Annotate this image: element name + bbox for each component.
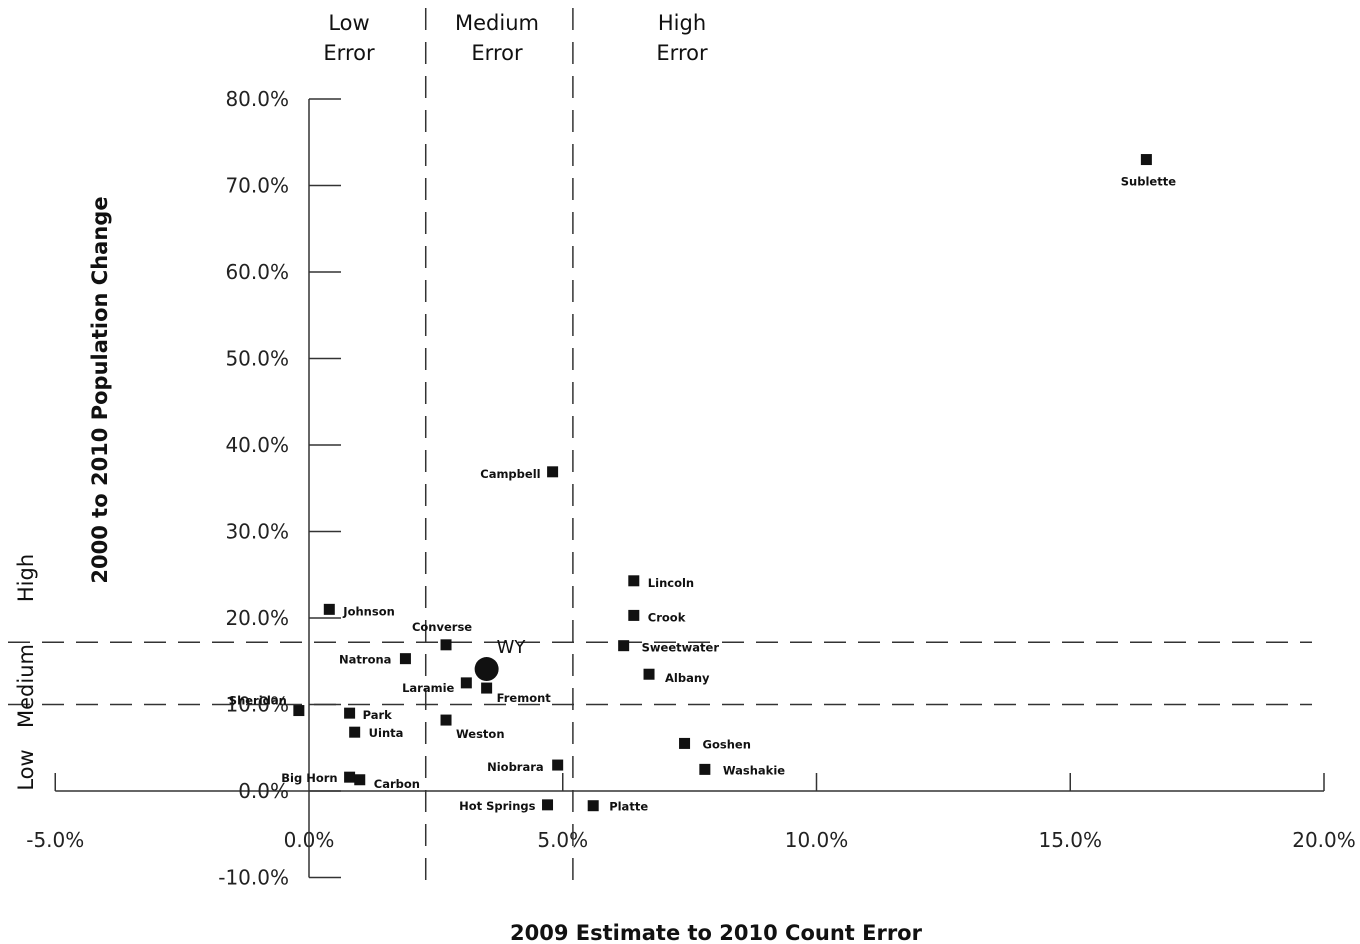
change-zone-label: Medium [14,644,38,728]
data-point-marker [547,466,559,478]
data-point-label: Carbon [374,777,420,791]
data-point-label: Park [363,708,393,722]
x-tick-label: -5.0% [26,828,84,852]
data-point-marker [354,774,366,786]
data-point-label: Lincoln [648,576,694,590]
x-tick-label: 15.0% [1038,828,1102,852]
data-point-marker [344,771,356,783]
x-tick-label: 5.0% [537,828,588,852]
data-point-marker [323,603,335,615]
data-point-label: Albany [665,671,710,685]
data-point-marker [460,677,472,689]
y-tick-label: 40.0% [225,433,289,457]
data-point-marker [399,653,411,665]
data-point-label: Weston [456,727,505,741]
y-tick-label: 60.0% [225,260,289,284]
data-point-marker [587,800,599,812]
x-tick-label: 10.0% [785,828,849,852]
data-point-label: Sublette [1121,175,1176,189]
axes: -5.0% 0.0% 5.0% 10.0% 15.0% 20.0%-10.0%0.0%10… [26,87,1356,890]
error-zone-label: Error [471,41,523,65]
error-zone-label: Low [328,11,369,35]
data-point-label: Fremont [497,691,552,705]
data-point-label: Washakie [723,763,785,777]
data-point-label: Campbell [480,467,540,481]
data-point-marker [344,707,356,719]
data-points: Sublette Campbell Lincoln Crook Johnson Sweet… [229,154,1176,814]
y-axis-title: 2000 to 2010 Population Change [88,196,112,583]
x-tick-label: 20.0% [1292,828,1356,852]
y-tick-label: 20.0% [225,606,289,630]
y-tick-label: 50.0% [225,347,289,371]
y-tick-label: 30.0% [225,520,289,544]
data-point-marker [628,575,640,587]
data-point-label: Johnson [342,604,395,618]
data-point-marker [643,668,655,680]
data-point-label: Sweetwater [642,641,720,655]
data-point-label: Sheridan [229,694,287,708]
error-zone-label: Error [656,41,708,65]
y-tick-label: -10.0% [218,866,289,890]
data-point-marker [349,726,361,738]
data-point-label: Goshen [703,737,751,751]
data-point-label: Natrona [339,653,391,667]
data-point-marker [293,705,305,717]
data-point-label: Niobrara [487,760,544,774]
data-point-marker [440,639,452,651]
data-point-label: Laramie [402,681,454,695]
x-axis-title: 2009 Estimate to 2010 Count Error [510,921,923,944]
change-zone-label: High [14,554,38,602]
data-point-marker [440,714,452,726]
data-point-marker [552,759,564,771]
data-point-marker [481,682,493,694]
y-tick-label: 70.0% [225,174,289,198]
y-tick-label: 80.0% [225,87,289,111]
state-point-label: WY [497,637,527,658]
error-zone-label: Error [323,41,375,65]
data-point-label: Big Horn [281,771,337,785]
error-zone-label: Medium [455,11,539,35]
data-point-label: Converse [412,620,472,634]
change-zone-label: Low [14,749,38,790]
data-point-marker [1140,154,1152,166]
error-zone-label: High [658,11,706,35]
error-zone-lines: Low Error Medium Error High Error High Medium Lo… [8,8,1312,880]
data-point-label: Platte [609,800,648,814]
data-point-label: Hot Springs [459,799,536,813]
data-point-marker [699,763,711,775]
data-point-label: Uinta [369,726,404,740]
y-tick-label: 0.0% [238,779,289,803]
state-point-marker [474,657,499,682]
data-point-marker [542,799,554,811]
data-point-marker [618,640,630,652]
data-point-marker [679,737,691,749]
data-point-marker [628,609,640,621]
data-point-label: Crook [648,610,686,624]
